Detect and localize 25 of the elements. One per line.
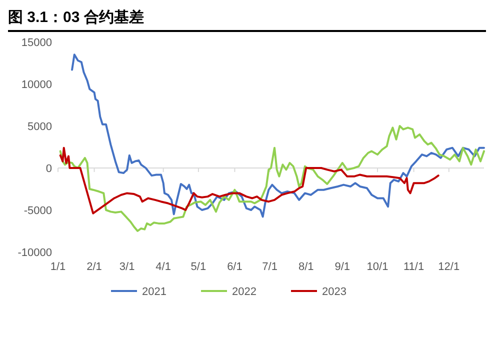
x-tick-label: 1/1 (50, 261, 66, 273)
chart-title: 图 3.1：03 合约基差 (8, 9, 144, 26)
x-tick-label: 2/1 (86, 261, 102, 273)
y-tick-label: 5000 (28, 121, 52, 133)
line-series (59, 125, 485, 232)
legend-label: 2023 (322, 286, 346, 298)
y-tick-label: -10000 (18, 247, 52, 259)
x-tick-label: 5/1 (190, 261, 206, 273)
x-tick-label: 11/1 (403, 261, 424, 273)
x-tick-label: 3/1 (119, 261, 135, 273)
line-series (59, 146, 440, 214)
x-tick-label: 6/1 (227, 261, 242, 273)
y-tick-label: 15000 (21, 37, 52, 49)
legend-label: 2022 (232, 286, 256, 298)
x-tick-label: 9/1 (334, 261, 350, 273)
x-tick-label: 12/1 (438, 261, 460, 273)
line-series (71, 54, 485, 218)
y-tick-label: -5000 (24, 205, 52, 217)
y-tick-label: 0 (46, 163, 52, 175)
x-tick-label: 8/1 (298, 261, 314, 273)
x-tick-label: 7/1 (262, 261, 278, 273)
x-tick-label: 4/1 (156, 261, 171, 273)
legend-label: 2021 (142, 286, 166, 298)
x-tick-label: 10/1 (366, 261, 388, 273)
y-tick-label: 10000 (21, 79, 52, 91)
